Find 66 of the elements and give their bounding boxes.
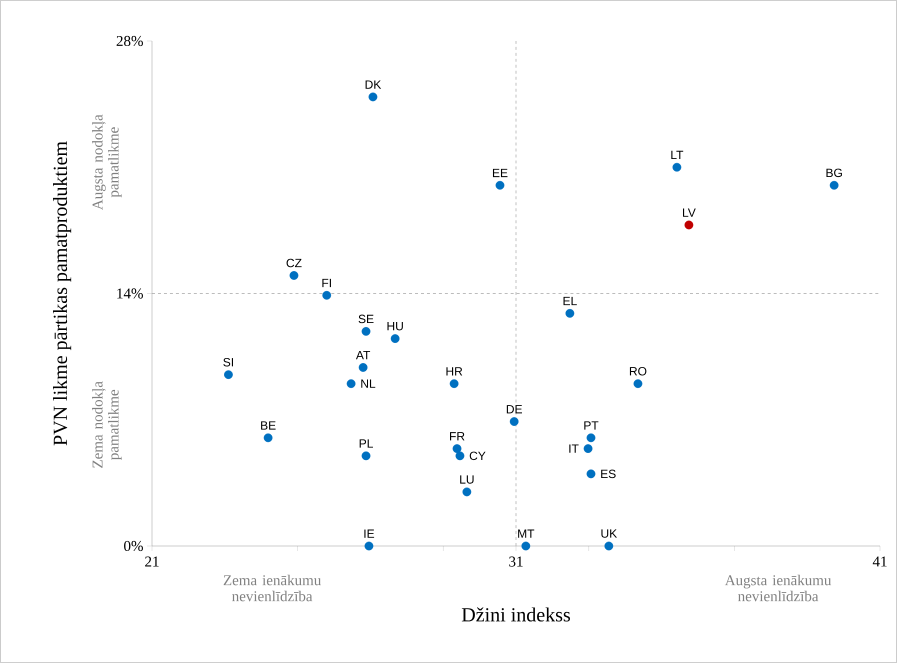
annotation: HR [446,367,462,376]
annotation: LU [460,475,474,484]
point [672,162,682,172]
point [450,379,459,388]
annotation: UK [601,529,618,538]
text: Augsta ienākumu nevienlīdzība [724,574,832,602]
point [290,271,298,280]
point [584,444,592,453]
point [362,451,370,460]
annotation: EE [492,168,508,178]
x-tick-label: 41 [872,556,887,566]
annotation: HU [387,322,403,330]
annotation: LV [682,208,696,217]
point [565,308,574,318]
x-tick-label: 21 [145,556,159,566]
annotation: ES [601,470,616,478]
annotation: LT [671,150,684,160]
point [510,417,519,426]
annotation: FI [322,278,331,288]
annotation: CY [470,452,486,460]
point [586,469,596,478]
text: Zema nodokļa pamatlikme [92,381,122,468]
point [462,488,472,496]
point [452,444,462,453]
annotation: RO [630,366,646,376]
y-tick-label: 28% [116,36,143,46]
y-tick-label: 0% [124,540,143,552]
point [456,451,464,460]
text: Augsta nodokļa pamatlikme [92,114,122,210]
x-tick-label: 31 [509,556,523,567]
annotation: FR [450,432,464,440]
point [634,379,642,388]
annotation: CZ [286,258,302,268]
annotation: PT [584,421,598,430]
x-axis-title: Džini indekss [462,607,570,622]
point [604,542,614,550]
point [364,542,374,550]
point [264,433,272,442]
point [362,326,370,336]
point [358,363,368,372]
annotation: PL [360,439,373,448]
point [390,334,400,343]
point [224,370,233,380]
point [496,180,504,190]
text: Zema ienākumu nevienlīdzība [224,574,322,602]
annotation: MT [518,530,534,538]
annotation: BE [261,421,276,430]
y-axis-title: PVN likme pārtikas pamatproduktiem [53,141,72,446]
annotation: AT [356,350,370,360]
annotation: DK [366,80,382,89]
annotation: IT [569,444,579,453]
annotation: NL [361,380,376,388]
point [322,290,332,300]
point [830,180,839,190]
annotation: DE [506,405,522,414]
point [684,220,694,230]
point [346,379,356,388]
annotation: SE [358,314,374,324]
y-tick-label: 14% [117,288,143,299]
annotation: BG [826,168,842,178]
annotation: EL [564,296,577,306]
annotation: IE [364,530,374,538]
point [586,433,596,442]
point [521,542,530,550]
point [368,92,378,102]
annotation: SI [223,358,234,366]
